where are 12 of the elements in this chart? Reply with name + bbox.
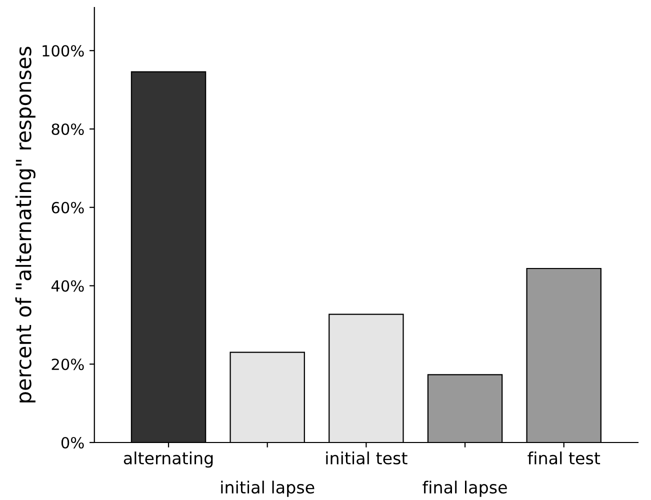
y-tick-label: 20% [52,358,84,370]
y-axis-title: percent of "alternating" responses [15,46,36,402]
y-tick-label: 100% [42,45,84,57]
x-tick-label: final lapse [422,480,507,497]
x-tick-label: initial test [326,452,408,464]
y-tick-label: 60% [52,202,84,214]
y-tick-label: 40% [51,280,84,292]
x-tick-label: initial lapse [221,480,314,497]
x-tick-label: alternating [124,452,213,468]
y-tick-label: 80% [52,123,84,136]
y-tick-label: 0% [61,436,84,449]
x-tick-label: final test [528,452,600,464]
